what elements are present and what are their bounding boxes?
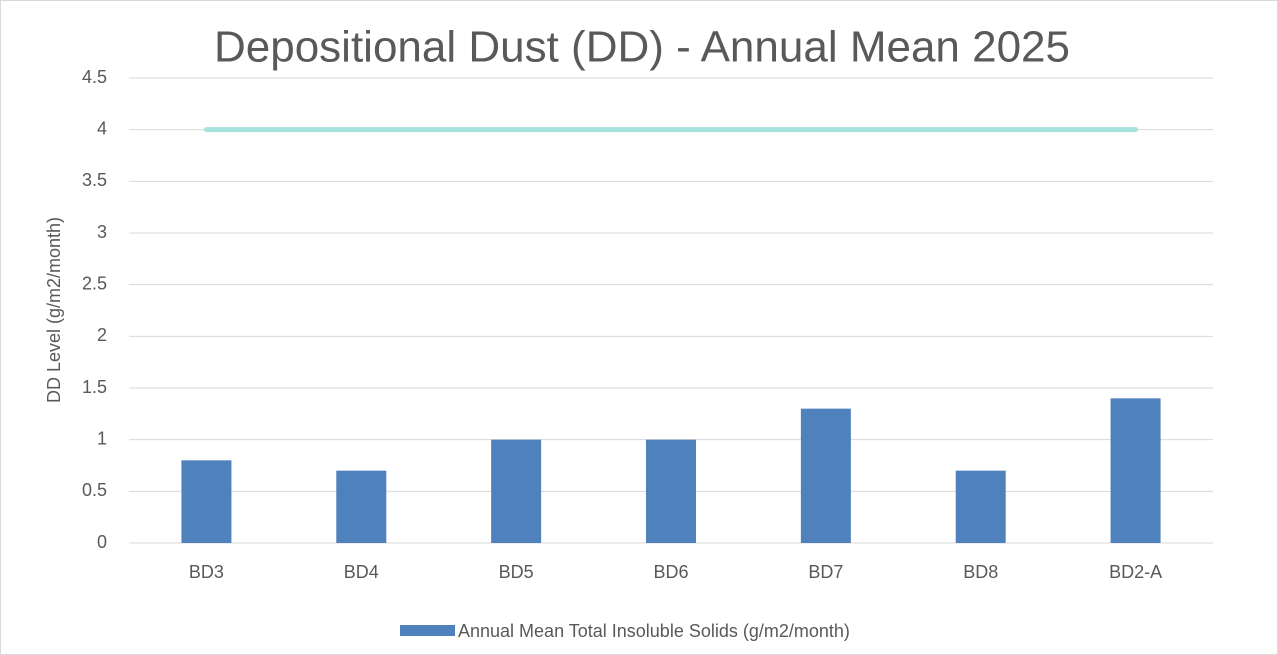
y-tick-label: 0 bbox=[97, 532, 107, 552]
legend-swatch bbox=[400, 625, 455, 636]
bar bbox=[800, 408, 851, 543]
x-tick-label: BD4 bbox=[344, 562, 379, 582]
y-tick-label: 2.5 bbox=[82, 273, 107, 293]
y-tick-label: 2 bbox=[97, 325, 107, 345]
y-tick-label: 1.5 bbox=[82, 377, 107, 397]
bar bbox=[491, 439, 542, 543]
x-tick-label: BD3 bbox=[189, 562, 224, 582]
x-tick-label: BD8 bbox=[963, 562, 998, 582]
y-tick-label: 0.5 bbox=[82, 480, 107, 500]
chart-title: Depositional Dust (DD) - Annual Mean 202… bbox=[214, 23, 1070, 72]
y-tick-label: 3.5 bbox=[82, 170, 107, 190]
y-tick-label: 4.5 bbox=[82, 67, 107, 87]
x-tick-label: BD5 bbox=[499, 562, 534, 582]
y-tick-label: 1 bbox=[97, 428, 107, 448]
x-tick-label: BD6 bbox=[653, 562, 688, 582]
bar bbox=[181, 460, 232, 543]
legend-label: Annual Mean Total Insoluble Solids (g/m2… bbox=[458, 621, 850, 641]
y-tick-label: 4 bbox=[97, 118, 107, 138]
bar bbox=[646, 439, 696, 543]
y-axis-label: DD Level (g/m2/month) bbox=[44, 217, 64, 403]
x-tick-label: BD2-A bbox=[1109, 562, 1162, 582]
x-tick-label: BD7 bbox=[808, 562, 843, 582]
bar bbox=[955, 470, 1006, 543]
y-tick-label: 3 bbox=[97, 222, 107, 242]
bar bbox=[336, 470, 387, 543]
bar bbox=[1110, 398, 1161, 543]
